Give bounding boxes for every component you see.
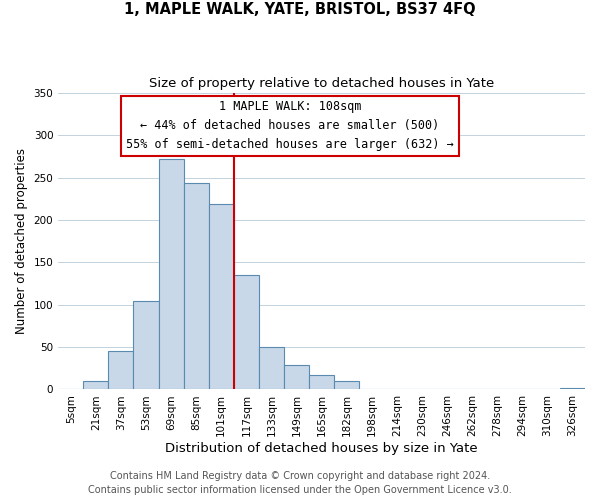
X-axis label: Distribution of detached houses by size in Yate: Distribution of detached houses by size … bbox=[165, 442, 478, 455]
Y-axis label: Number of detached properties: Number of detached properties bbox=[15, 148, 28, 334]
Text: Contains HM Land Registry data © Crown copyright and database right 2024.
Contai: Contains HM Land Registry data © Crown c… bbox=[88, 471, 512, 495]
Title: Size of property relative to detached houses in Yate: Size of property relative to detached ho… bbox=[149, 78, 494, 90]
Bar bbox=[209, 204, 234, 390]
Bar bbox=[109, 350, 133, 390]
Bar bbox=[560, 388, 585, 390]
Bar bbox=[158, 159, 184, 390]
Bar bbox=[334, 381, 359, 390]
Bar bbox=[83, 381, 109, 390]
Bar bbox=[284, 365, 309, 390]
Bar bbox=[184, 183, 209, 390]
Text: 1 MAPLE WALK: 108sqm
← 44% of detached houses are smaller (500)
55% of semi-deta: 1 MAPLE WALK: 108sqm ← 44% of detached h… bbox=[126, 100, 454, 152]
Bar bbox=[234, 275, 259, 390]
Bar bbox=[133, 302, 158, 390]
Bar bbox=[309, 375, 334, 390]
Bar bbox=[259, 347, 284, 390]
Text: 1, MAPLE WALK, YATE, BRISTOL, BS37 4FQ: 1, MAPLE WALK, YATE, BRISTOL, BS37 4FQ bbox=[124, 2, 476, 18]
